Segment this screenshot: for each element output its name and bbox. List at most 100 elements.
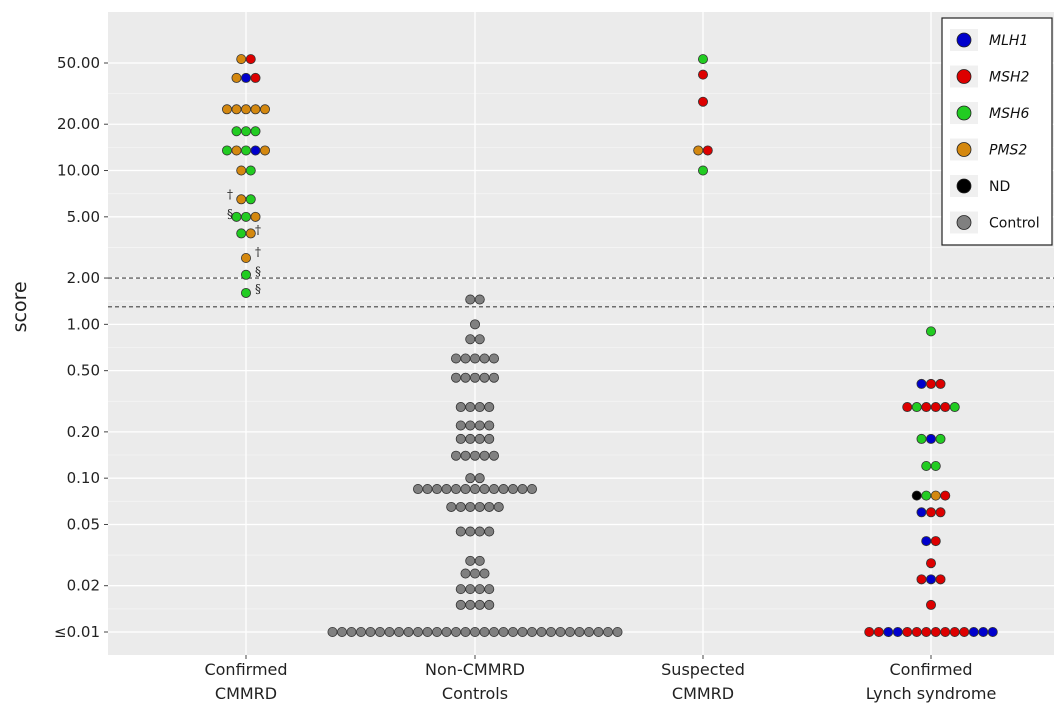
annotation-symbol: † [255, 223, 261, 237]
legend-label: MSH6 [989, 106, 1029, 122]
data-point-control [484, 584, 495, 595]
data-point-mlh1 [926, 433, 937, 444]
data-point-msh2 [940, 402, 951, 413]
data-point-control [327, 627, 338, 638]
x-category-label: Confirmed [889, 660, 972, 679]
data-point-control [507, 627, 518, 638]
data-point-pms2 [245, 228, 256, 239]
data-point-msh6 [926, 326, 937, 337]
data-point-msh6 [245, 194, 256, 205]
data-point-control [479, 372, 490, 383]
data-point-control [469, 353, 480, 364]
data-point-control [536, 627, 547, 638]
data-point-mlh1 [916, 507, 927, 518]
x-category-label: Confirmed [204, 660, 287, 679]
data-point-control [465, 334, 476, 345]
data-point-mlh1 [916, 378, 927, 389]
data-point-mlh1 [892, 627, 903, 638]
data-point-control [546, 627, 557, 638]
data-point-control [479, 568, 490, 579]
data-point-mlh1 [926, 574, 937, 585]
plot-background [108, 12, 1054, 655]
data-point-msh2 [930, 627, 941, 638]
data-point-control [555, 627, 566, 638]
data-point-control [612, 627, 623, 638]
data-point-pms2 [236, 165, 247, 176]
data-point-msh2 [959, 627, 970, 638]
data-point-control [469, 372, 480, 383]
data-point-msh2 [926, 558, 937, 569]
data-point-msh2 [911, 627, 922, 638]
y-tick-label: 5.00 [67, 208, 100, 226]
data-point-msh6 [240, 269, 251, 280]
threshold-layer [108, 277, 1054, 308]
data-point-msh2 [930, 536, 941, 547]
data-point-control [474, 501, 485, 512]
legend: MLH1 MSH2 MSH6 PMS2 ND Control [941, 17, 1053, 246]
data-point-control [488, 450, 499, 461]
y-tick-label: 20.00 [57, 115, 100, 133]
data-point-control [474, 584, 485, 595]
data-point-control [469, 319, 480, 330]
data-point-control [593, 627, 604, 638]
x-category-label: CMMRD [215, 684, 277, 703]
data-point-control [384, 627, 395, 638]
data-point-msh6 [698, 54, 709, 65]
data-point-control [488, 372, 499, 383]
data-point-control [460, 568, 471, 579]
data-point-control [493, 501, 504, 512]
data-point-mlh1 [921, 536, 932, 547]
y-tick-label: 50.00 [57, 54, 100, 72]
legend-key-pms2 [956, 142, 972, 157]
y-tick-label: 1.00 [67, 315, 100, 333]
data-point-pms2 [236, 194, 247, 205]
data-point-control [441, 484, 452, 495]
data-point-msh2 [902, 402, 913, 413]
data-point-control [412, 627, 423, 638]
y-tick-label: 0.20 [67, 423, 100, 441]
data-point-msh2 [864, 627, 875, 638]
data-point-pms2 [240, 104, 251, 115]
data-point-control [465, 501, 476, 512]
data-point-control [455, 526, 466, 537]
legend-label: Control [989, 216, 1040, 232]
data-point-control [474, 555, 485, 566]
data-point-control [603, 627, 614, 638]
y-axis-ticks: 50.00 20.00 10.00 5.00 2.00 1.00 0.50 0.20 0.10 0… [54, 54, 108, 641]
data-point-msh6 [231, 211, 242, 222]
data-point-control [450, 450, 461, 461]
data-point-control [484, 420, 495, 431]
data-point-msh2 [245, 54, 256, 65]
data-point-msh6 [236, 228, 247, 239]
data-point-msh6 [240, 145, 251, 156]
data-point-msh6 [949, 402, 960, 413]
data-point-mlh1 [250, 145, 261, 156]
data-point-pms2 [259, 104, 270, 115]
data-point-control [446, 501, 457, 512]
data-point-control [484, 433, 495, 444]
data-point-control [465, 433, 476, 444]
data-point-control [450, 353, 461, 364]
data-point-control [431, 484, 442, 495]
data-point-mlh1 [883, 627, 894, 638]
data-point-msh6 [240, 126, 251, 137]
x-category-label: Suspected [661, 660, 745, 679]
data-point-pms2 [930, 490, 941, 501]
data-point-mlh1 [968, 627, 979, 638]
data-point-msh6 [221, 145, 232, 156]
legend-key-msh6 [956, 105, 972, 121]
data-point-msh2 [926, 599, 937, 610]
data-point-control [393, 627, 404, 638]
data-point-msh2 [250, 72, 261, 83]
data-point-control [474, 433, 485, 444]
legend-key-control [956, 215, 972, 230]
data-point-control [412, 484, 423, 495]
data-point-mlh1 [978, 627, 989, 638]
annotation-symbol: † [255, 245, 261, 259]
data-point-msh2 [949, 627, 960, 638]
data-point-control [431, 627, 442, 638]
data-point-msh2 [698, 96, 709, 107]
data-point-control [365, 627, 376, 638]
data-point-control [465, 526, 476, 537]
data-point-control [455, 501, 466, 512]
